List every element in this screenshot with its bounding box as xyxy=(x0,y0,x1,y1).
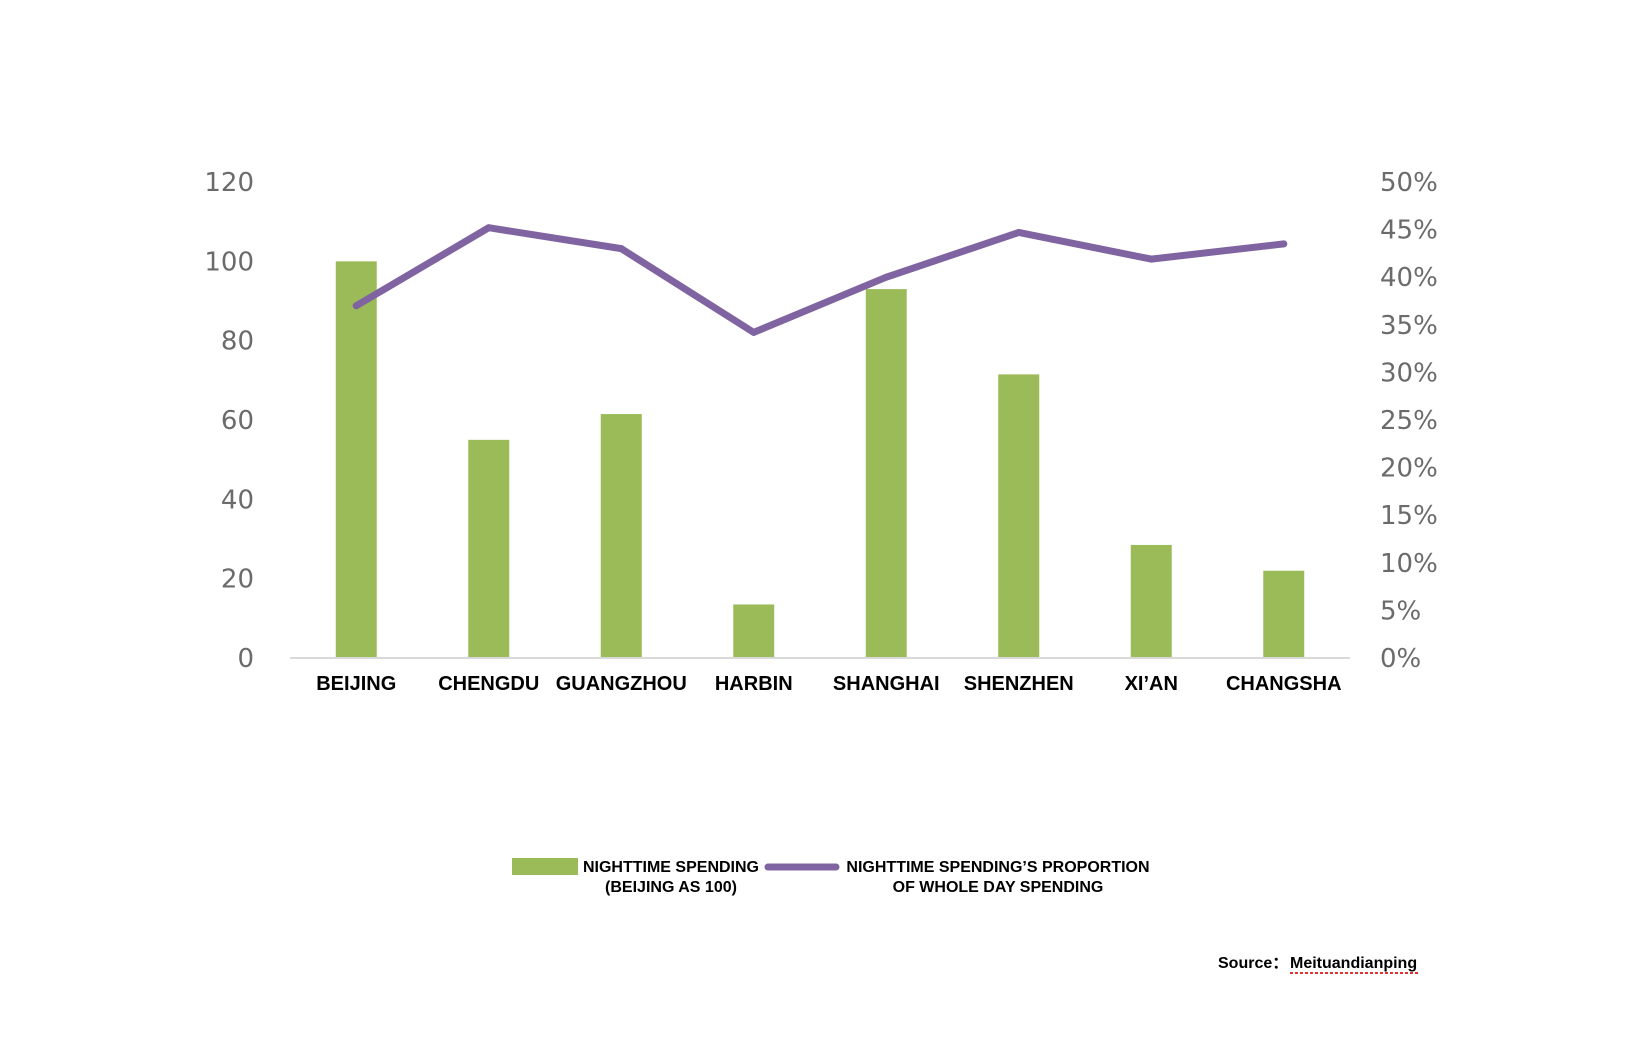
bar xyxy=(733,604,775,658)
left-tick-label: 20 xyxy=(221,565,254,595)
right-tick-label: 5% xyxy=(1380,596,1421,626)
series-line xyxy=(352,224,1288,336)
legend-line-label-line2: OF WHOLE DAY SPENDING xyxy=(893,879,1104,896)
left-tick-label: 40 xyxy=(221,485,254,515)
line-point xyxy=(750,328,758,336)
right-tick-label: 20% xyxy=(1380,454,1438,484)
bar-series xyxy=(335,261,1305,658)
legend: NIGHTTIME SPENDING (BEIJING AS 100) NIGH… xyxy=(512,858,1150,896)
line-series xyxy=(352,224,1288,336)
source-note: Source： Meituandianping xyxy=(1218,955,1418,974)
bar xyxy=(998,374,1040,658)
category-label: XI’AN xyxy=(1125,673,1178,695)
left-tick-label: 60 xyxy=(221,406,254,436)
category-label: CHANGSHA xyxy=(1226,673,1342,695)
category-labels: BEIJING CHENGDU GUANGZHOU HARBIN SHANGHAI SHE… xyxy=(316,673,1341,695)
left-tick-label: 80 xyxy=(221,327,254,357)
right-axis-ticks: 0% 5% 10% 15% 20% 25% 30% 35% 40% 45% 50% xyxy=(1380,168,1438,674)
source-value: Meituandianping xyxy=(1290,955,1417,972)
line-point xyxy=(1280,240,1288,248)
category-label: GUANGZHOU xyxy=(556,673,687,695)
category-label: HARBIN xyxy=(715,673,793,695)
left-axis-ticks: 0 20 40 60 80 100 120 xyxy=(204,168,254,674)
right-tick-label: 45% xyxy=(1380,216,1438,246)
legend-line-label-line1: NIGHTTIME SPENDING’S PROPORTION xyxy=(846,859,1149,876)
bar xyxy=(865,289,907,658)
category-label: CHENGDU xyxy=(438,673,539,695)
legend-bar-label-line1: NIGHTTIME SPENDING xyxy=(583,859,759,876)
bar xyxy=(1130,544,1172,658)
line-point xyxy=(352,302,360,310)
category-label: SHENZHEN xyxy=(964,673,1074,695)
bar xyxy=(468,439,510,658)
source-label: Source： xyxy=(1218,955,1288,972)
right-tick-label: 15% xyxy=(1380,501,1438,531)
right-tick-label: 25% xyxy=(1380,406,1438,436)
left-tick-label: 100 xyxy=(204,247,254,277)
line-point xyxy=(882,273,890,281)
bar xyxy=(600,414,642,658)
left-tick-label: 120 xyxy=(204,168,254,198)
legend-bar-label-line2: (BEIJING AS 100) xyxy=(605,879,737,896)
right-tick-label: 40% xyxy=(1380,263,1438,293)
line-point xyxy=(617,245,625,253)
category-label: BEIJING xyxy=(316,673,396,695)
right-tick-label: 30% xyxy=(1380,358,1438,388)
bar xyxy=(1263,570,1305,658)
right-tick-label: 50% xyxy=(1380,168,1438,198)
line-point xyxy=(1015,228,1023,236)
right-tick-label: 10% xyxy=(1380,549,1438,579)
category-label: SHANGHAI xyxy=(833,673,940,695)
line-point xyxy=(485,224,493,232)
line-point xyxy=(1147,255,1155,263)
bar xyxy=(335,261,377,658)
right-tick-label: 35% xyxy=(1380,311,1438,341)
legend-bar-swatch xyxy=(512,858,578,875)
right-tick-label: 0% xyxy=(1380,644,1421,674)
left-tick-label: 0 xyxy=(237,644,254,674)
